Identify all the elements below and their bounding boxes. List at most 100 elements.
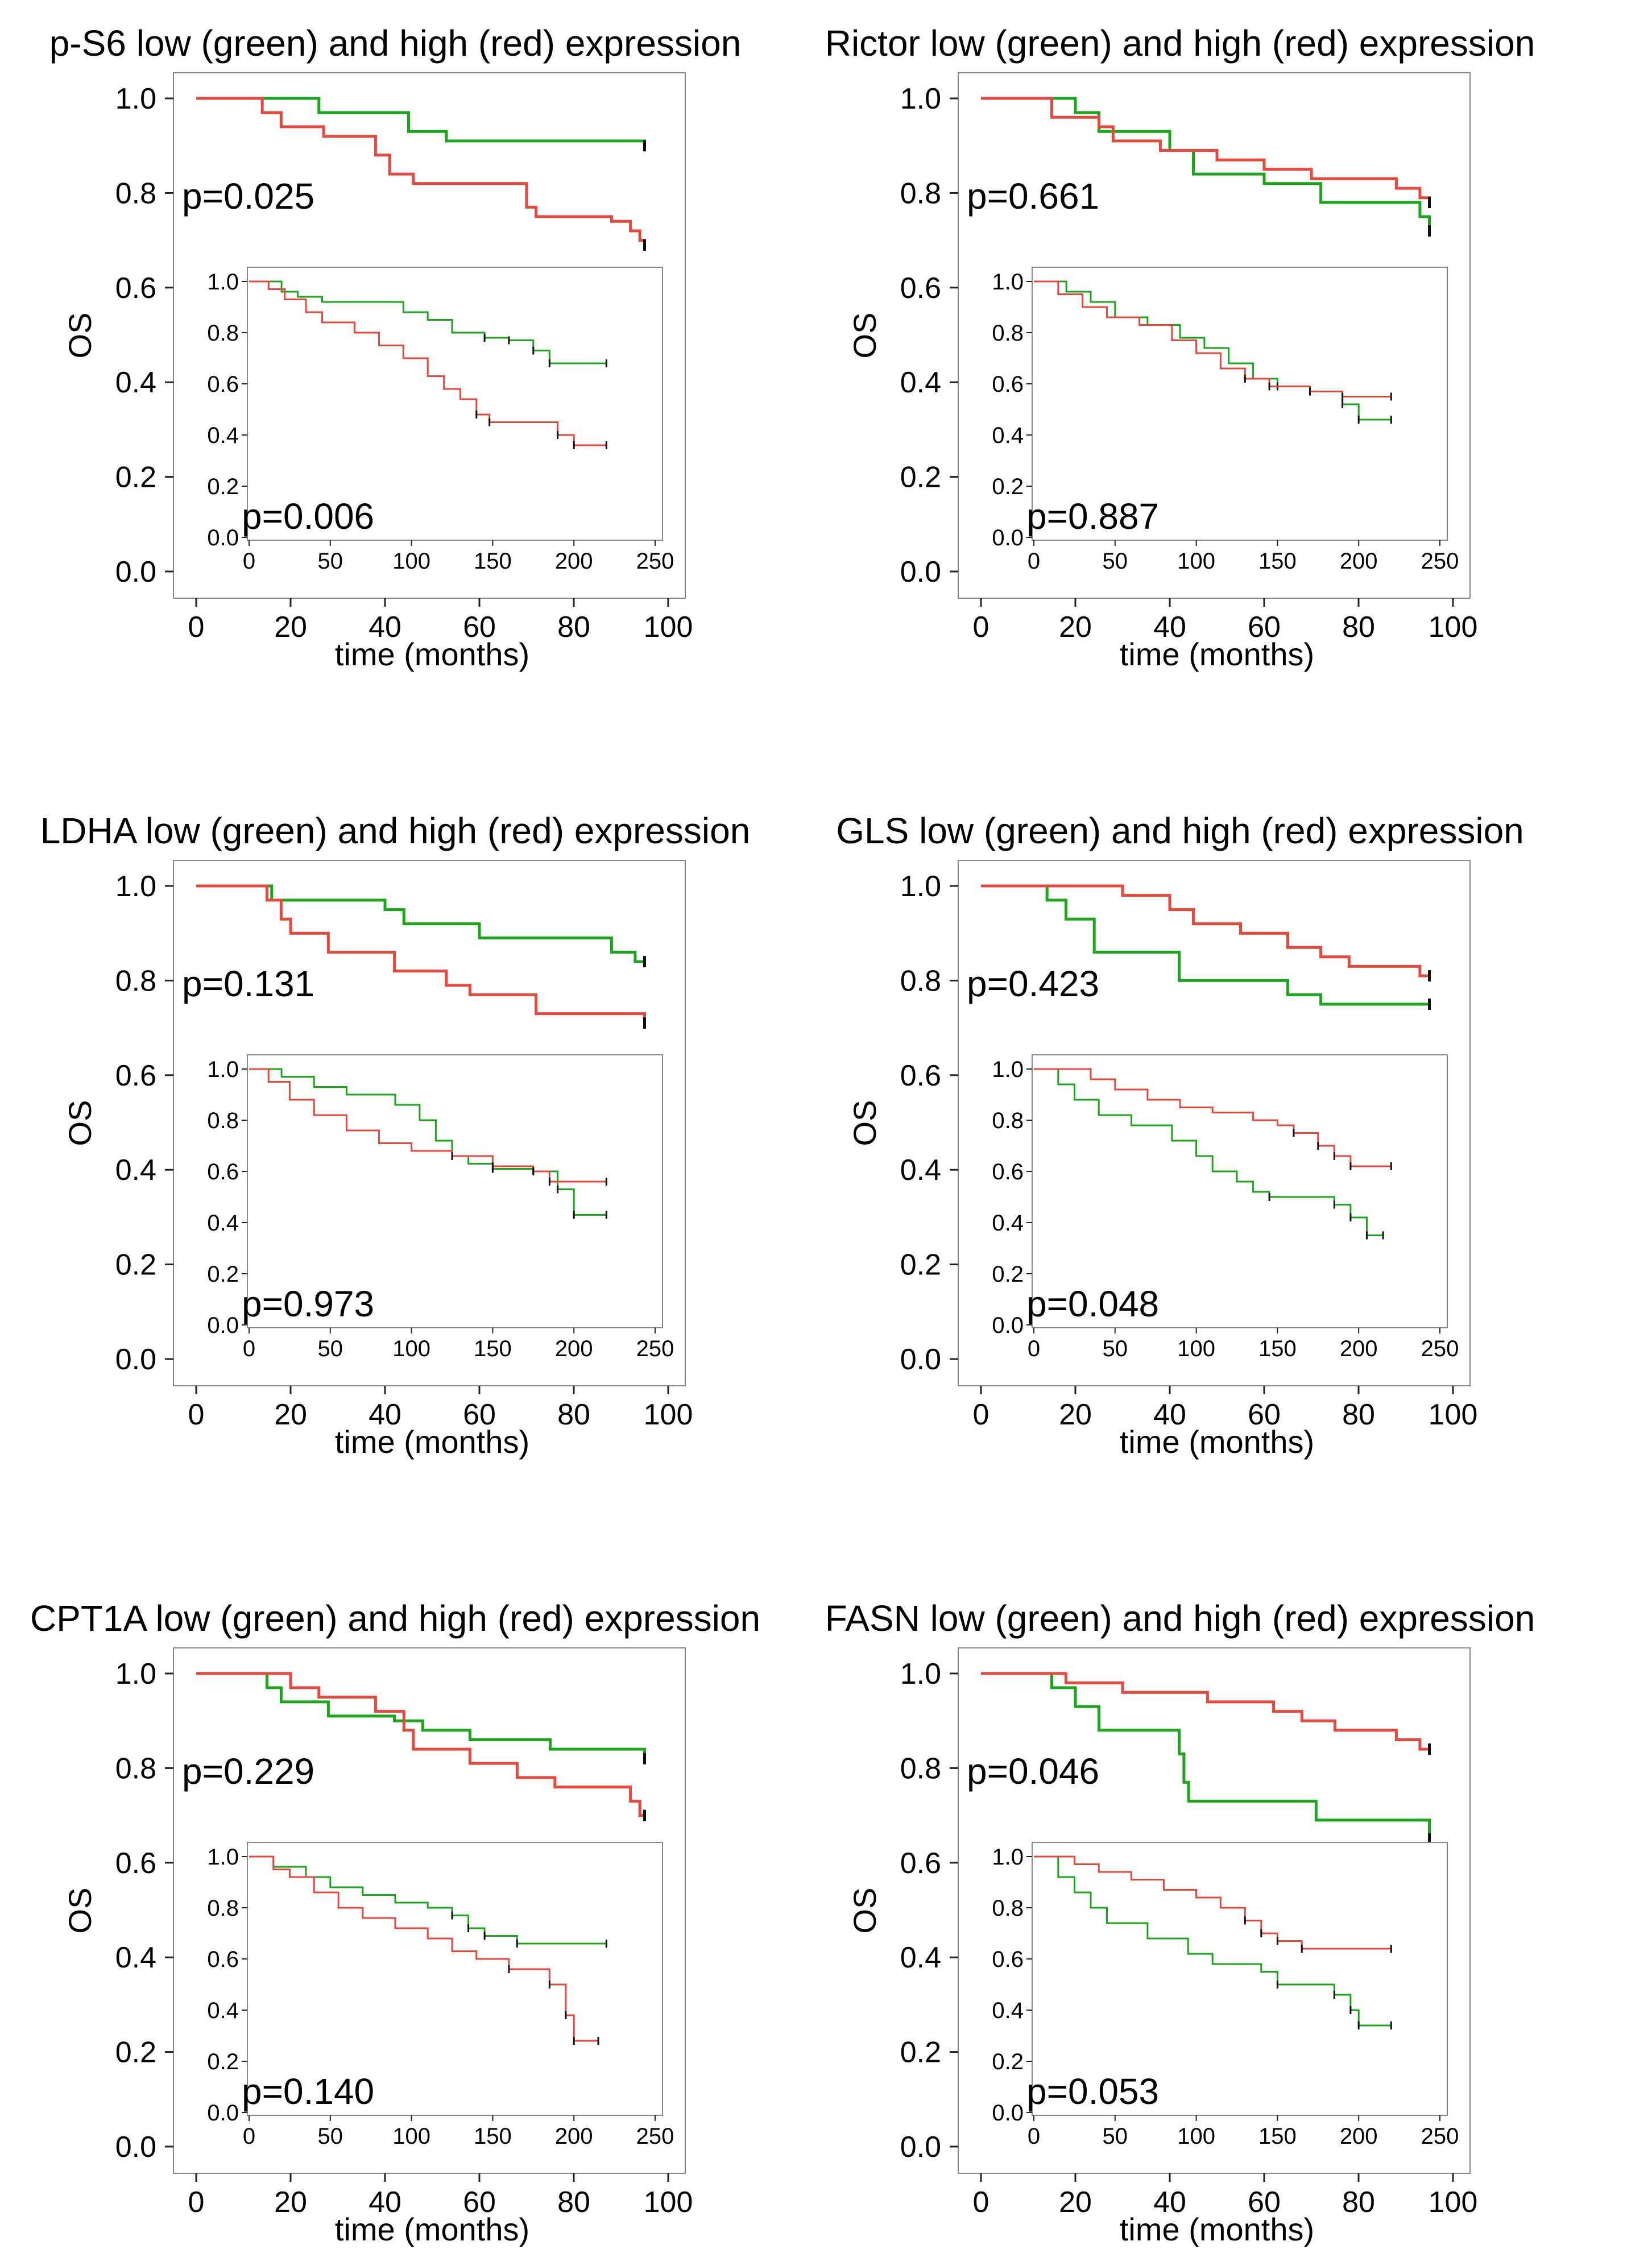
y-tick-label: 0.6 xyxy=(115,1847,156,1880)
p-value: p=0.229 xyxy=(182,1751,314,1792)
y-tick-label: 0.6 xyxy=(115,272,156,305)
inset-x-tick-label: 150 xyxy=(1258,549,1297,574)
p-value: p=0.131 xyxy=(182,963,314,1004)
inset-plot: 0.0 0.2 0.4 0.6 0.8 1.0 0 50 100 150 200 250 p=0.053 xyxy=(992,1842,1459,2149)
inset-km-curve-red xyxy=(1034,280,1392,397)
inset-x-tick-label: 150 xyxy=(474,1336,512,1361)
x-tick-label: 100 xyxy=(1429,611,1478,644)
inset-x-tick-label: 100 xyxy=(1177,1336,1215,1361)
inset-frame xyxy=(1032,1842,1448,2116)
inset-km-curve-green xyxy=(1034,1855,1392,2027)
inset-x-tick-label: 50 xyxy=(1103,549,1128,574)
x-axis-label: time (months) xyxy=(335,2211,529,2247)
inset-x-tick-label: 0 xyxy=(1028,549,1040,574)
y-tick-label: 0.0 xyxy=(900,556,941,589)
inset-y-tick-label: 0.2 xyxy=(992,2049,1024,2074)
km-curve-green xyxy=(981,97,1431,231)
x-tick-label: 100 xyxy=(644,2186,693,2219)
x-tick-label: 80 xyxy=(557,2186,590,2219)
inset-frame xyxy=(1032,267,1448,541)
km-panel-fasn: FASN low (green) and high (red) expressi… xyxy=(825,1598,1535,2247)
inset-x-tick-label: 50 xyxy=(318,1336,343,1361)
y-tick-label: 0.0 xyxy=(115,2131,156,2164)
inset-x-tick-label: 200 xyxy=(555,549,593,574)
y-tick-label: 0.2 xyxy=(115,461,156,494)
x-tick-label: 60 xyxy=(463,611,496,644)
x-tick-label: 20 xyxy=(274,1398,307,1431)
x-tick-label: 80 xyxy=(1342,611,1375,644)
inset-p-value: p=0.048 xyxy=(1026,1283,1159,1324)
inset-y-tick-label: 0.4 xyxy=(992,423,1024,448)
km-curve-red xyxy=(196,1672,645,1817)
inset-y-tick-label: 0.0 xyxy=(992,1313,1024,1338)
inset-y-tick-label: 0.2 xyxy=(207,2049,239,2074)
y-tick-label: 0.8 xyxy=(900,177,941,210)
x-tick-label: 60 xyxy=(1248,611,1281,644)
inset-plot: 0.0 0.2 0.4 0.6 0.8 1.0 0 50 100 150 200 250 p=0.887 xyxy=(992,267,1459,574)
y-axis-label: OS xyxy=(847,1100,883,1146)
inset-y-tick-label: 1.0 xyxy=(207,1845,239,1870)
x-tick-label: 20 xyxy=(274,2186,307,2219)
x-tick-label: 100 xyxy=(644,611,693,644)
y-tick-label: 1.0 xyxy=(900,1658,941,1691)
inset-y-tick-label: 0.0 xyxy=(207,525,239,550)
plot-frame xyxy=(958,860,1471,1386)
inset-y-tick-label: 1.0 xyxy=(992,1845,1024,1870)
inset-p-value: p=0.053 xyxy=(1026,2071,1159,2112)
y-tick-label: 0.0 xyxy=(115,1343,156,1376)
inset-y-tick-label: 0.2 xyxy=(207,474,239,499)
x-tick-label: 80 xyxy=(557,1398,590,1431)
x-tick-label: 60 xyxy=(1248,1398,1281,1431)
inset-x-tick-label: 250 xyxy=(636,2124,674,2149)
x-tick-label: 60 xyxy=(1248,2186,1281,2219)
inset-y-tick-label: 0.4 xyxy=(992,1211,1024,1236)
inset-x-tick-label: 100 xyxy=(392,2124,430,2149)
inset-x-tick-label: 150 xyxy=(1258,2124,1297,2149)
x-tick-label: 0 xyxy=(973,611,989,644)
x-axis-label: time (months) xyxy=(1120,2211,1314,2247)
inset-frame xyxy=(1032,1054,1448,1328)
y-tick-label: 0.0 xyxy=(115,556,156,589)
inset-plot: 0.0 0.2 0.4 0.6 0.8 1.0 0 50 100 150 200 250 p=0.006 xyxy=(207,267,674,574)
inset-km-curve-red xyxy=(249,1855,598,2042)
x-tick-label: 20 xyxy=(274,611,307,644)
y-tick-label: 0.6 xyxy=(900,1059,941,1092)
inset-x-tick-label: 50 xyxy=(318,549,343,574)
y-tick-label: 0.2 xyxy=(115,2036,156,2069)
inset-plot: 0.0 0.2 0.4 0.6 0.8 1.0 0 50 100 150 200 250 p=0.973 xyxy=(207,1054,674,1361)
inset-x-tick-label: 50 xyxy=(1103,1336,1128,1361)
y-axis-label: OS xyxy=(62,1888,98,1934)
inset-y-tick-label: 1.0 xyxy=(992,270,1024,295)
inset-km-curve-green xyxy=(249,1068,607,1216)
inset-y-tick-label: 0.6 xyxy=(992,1159,1024,1184)
x-tick-label: 0 xyxy=(973,2186,989,2219)
inset-x-tick-label: 100 xyxy=(392,1336,430,1361)
inset-x-tick-label: 250 xyxy=(1421,1336,1459,1361)
inset-y-tick-label: 0.2 xyxy=(992,1262,1024,1287)
plot-frame xyxy=(958,72,1471,599)
km-curve-green xyxy=(196,884,645,963)
km-curve-green xyxy=(981,884,1430,1006)
x-tick-label: 20 xyxy=(1059,2186,1092,2219)
x-axis-label: time (months) xyxy=(335,636,529,672)
inset-y-tick-label: 0.8 xyxy=(992,1896,1024,1921)
y-tick-label: 0.8 xyxy=(115,1752,156,1785)
y-tick-label: 0.8 xyxy=(115,177,156,210)
inset-km-curve-red xyxy=(249,280,607,446)
panel-title: CPT1A low (green) and high (red) express… xyxy=(30,1598,760,1639)
inset-y-tick-label: 1.0 xyxy=(207,1057,239,1082)
y-tick-label: 0.4 xyxy=(900,1941,941,1974)
inset-x-tick-label: 200 xyxy=(555,1336,593,1361)
x-axis-label: time (months) xyxy=(1120,636,1314,672)
km-curve-green xyxy=(196,97,646,146)
y-tick-label: 0.4 xyxy=(900,1154,941,1187)
y-tick-label: 1.0 xyxy=(115,1658,156,1691)
inset-x-tick-label: 100 xyxy=(392,549,430,574)
y-axis-label: OS xyxy=(847,1888,883,1934)
x-tick-label: 40 xyxy=(369,2186,401,2219)
inset-y-tick-label: 0.8 xyxy=(207,321,239,346)
km-panel-ldha: LDHA low (green) and high (red) expressi… xyxy=(40,810,751,1460)
y-tick-label: 1.0 xyxy=(115,870,156,903)
y-tick-label: 0.0 xyxy=(900,2131,941,2164)
